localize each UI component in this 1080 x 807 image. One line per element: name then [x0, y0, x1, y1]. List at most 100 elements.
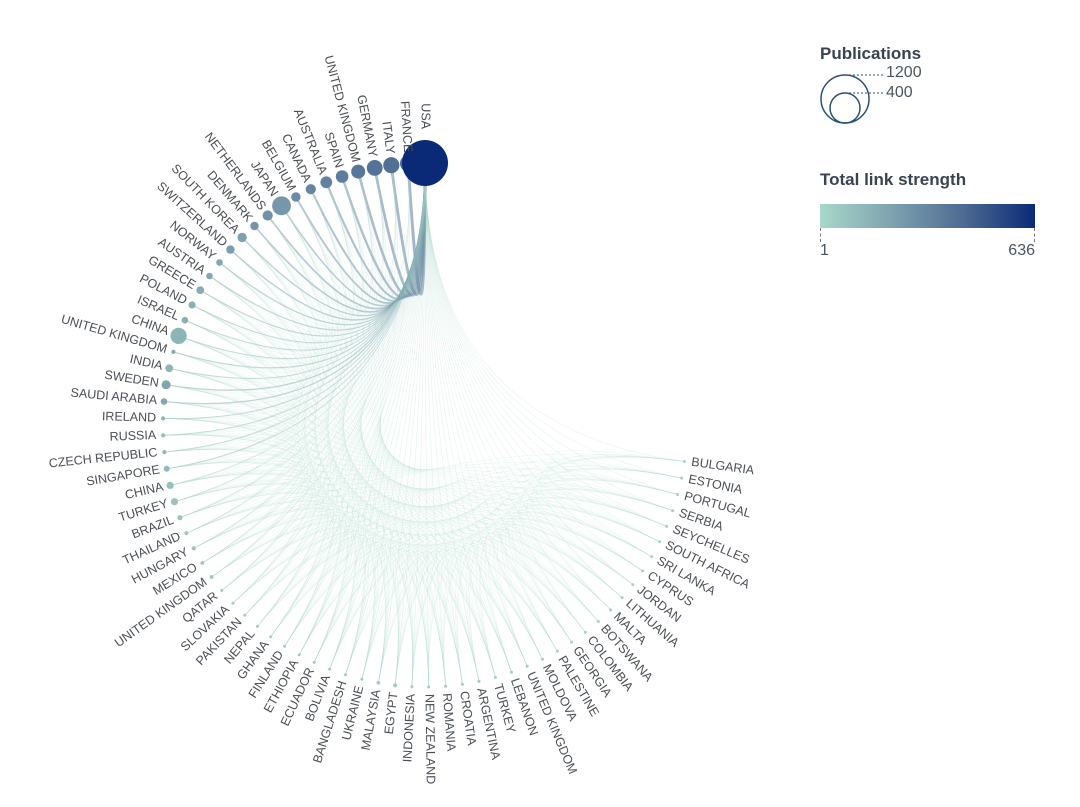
node-bangladesh[interactable] [344, 673, 348, 677]
node-netherlands[interactable] [262, 210, 273, 221]
node-ukraine[interactable] [360, 677, 364, 681]
node-china[interactable] [166, 481, 174, 489]
node-bulgaria[interactable] [683, 460, 686, 463]
link-secondary [232, 521, 340, 637]
link-secondary [202, 453, 685, 564]
node-ecuador[interactable] [312, 660, 316, 664]
node-south-korea[interactable] [237, 232, 247, 243]
node-united-kingdom[interactable] [171, 349, 176, 354]
node-austria[interactable] [206, 272, 213, 280]
link-secondary [173, 351, 325, 627]
node-ghana[interactable] [269, 635, 273, 639]
node-lebanon[interactable] [510, 670, 513, 674]
node-moldova[interactable] [541, 657, 544, 661]
node-czech-republic[interactable] [162, 450, 167, 455]
node-palestine[interactable] [555, 649, 559, 653]
node-botswana[interactable] [596, 620, 600, 623]
link-secondary [184, 319, 343, 655]
node-japan[interactable] [272, 196, 291, 216]
nodes-group [160, 140, 686, 689]
node-turkey[interactable] [170, 498, 179, 506]
node-lithuania[interactable] [620, 596, 624, 600]
node-turkey[interactable] [493, 675, 497, 679]
node-romania[interactable] [444, 684, 448, 688]
node-russia[interactable] [161, 433, 166, 438]
link-usa-malaysia [378, 162, 426, 683]
node-switzerland[interactable] [226, 245, 235, 254]
node-spain[interactable] [335, 170, 349, 183]
node-georgia[interactable] [570, 640, 574, 644]
node-south-africa[interactable] [658, 540, 662, 544]
link-usa-mexico [202, 162, 426, 564]
node-portugal[interactable] [676, 493, 680, 496]
node-germany[interactable] [366, 160, 383, 176]
node-australia[interactable] [320, 176, 333, 189]
node-hungary[interactable] [191, 546, 196, 551]
node-pakistan[interactable] [243, 613, 247, 617]
node-greece[interactable] [196, 286, 205, 295]
node-argentina[interactable] [477, 679, 481, 683]
node-qatar[interactable] [220, 588, 224, 592]
link-secondary [313, 549, 446, 687]
node-saudi-arabia[interactable] [160, 398, 168, 405]
link-secondary [232, 528, 370, 675]
node-canada[interactable] [305, 184, 316, 195]
node-china[interactable] [170, 327, 187, 344]
node-sri-lanka[interactable] [650, 555, 654, 559]
node-denmark[interactable] [250, 221, 259, 231]
node-ethiopia[interactable] [297, 653, 301, 657]
node-croatia[interactable] [460, 682, 464, 686]
node-brazil[interactable] [177, 515, 183, 521]
link-secondary [166, 384, 375, 680]
link-secondary [174, 483, 399, 686]
node-united-kingdom[interactable] [351, 164, 366, 179]
link-secondary [163, 368, 296, 420]
link-secondary [329, 503, 660, 670]
node-slovakia[interactable] [231, 601, 235, 605]
node-norway[interactable] [216, 259, 223, 266]
node-nepal[interactable] [255, 624, 259, 628]
link-usa-pakistan [244, 162, 426, 616]
node-belgium[interactable] [291, 192, 301, 202]
node-singapore[interactable] [163, 465, 170, 472]
node-new-zealand[interactable] [427, 685, 431, 689]
node-bolivia[interactable] [328, 667, 332, 671]
node-indonesia[interactable] [410, 685, 414, 689]
node-mexico[interactable] [200, 561, 205, 565]
node-thailand[interactable] [184, 531, 189, 536]
link-secondary [186, 486, 643, 572]
link-secondary [202, 511, 345, 655]
node-united-kingdom[interactable] [209, 575, 214, 579]
link-secondary [254, 225, 372, 675]
link-secondary [209, 275, 413, 687]
node-india[interactable] [165, 364, 174, 373]
node-cyprus[interactable] [641, 569, 645, 573]
link-secondary [174, 182, 355, 502]
link-secondary [163, 189, 346, 436]
node-serbia[interactable] [671, 509, 675, 513]
node-united-kingdom[interactable] [525, 664, 529, 668]
node-italy[interactable] [383, 157, 400, 174]
link-secondary [166, 454, 300, 518]
node-egypt[interactable] [393, 683, 398, 688]
link-secondary [186, 467, 678, 534]
link-secondary [209, 237, 327, 343]
link-secondary [501, 514, 643, 660]
link-secondary [241, 171, 377, 318]
node-jordan[interactable] [631, 583, 635, 587]
node-israel[interactable] [181, 316, 189, 324]
node-sweden[interactable] [161, 380, 171, 390]
link-secondary [166, 461, 528, 667]
link-secondary [361, 551, 496, 680]
node-estonia[interactable] [680, 476, 684, 480]
link-secondary [221, 165, 397, 591]
node-poland[interactable] [188, 301, 196, 309]
node-seychelles[interactable] [665, 524, 669, 528]
node-ireland[interactable] [161, 416, 166, 421]
node-finland[interactable] [283, 644, 287, 648]
node-colombia[interactable] [583, 630, 587, 634]
node-usa[interactable] [402, 140, 448, 186]
link-secondary [169, 368, 586, 633]
node-malaysia[interactable] [376, 680, 381, 685]
node-malta[interactable] [609, 608, 613, 612]
